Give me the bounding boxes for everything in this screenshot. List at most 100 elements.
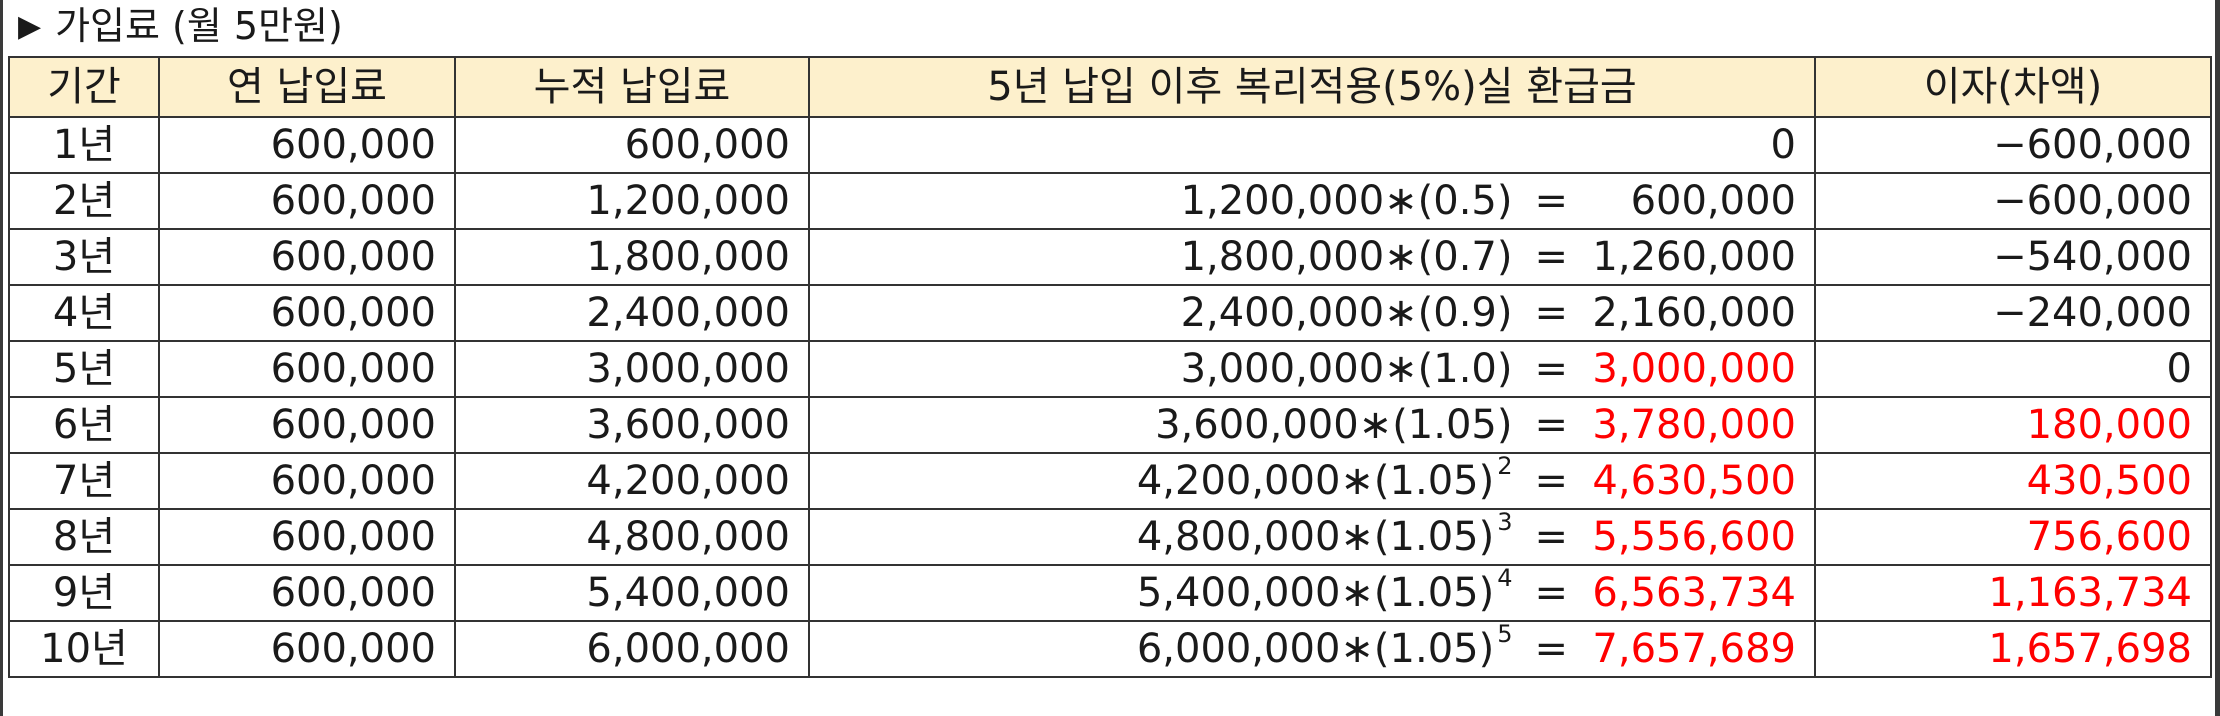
refund-formula: 4,800,000∗(1.05) <box>1136 514 1495 560</box>
equals-sign: = <box>1534 514 1568 560</box>
refund-formula: 6,000,000∗(1.05) <box>1136 626 1495 672</box>
cell-refund: 6,000,000∗(1.05) 5 = 7,657,689 <box>808 620 1816 678</box>
header-cumulative-payment: 누적 납입료 <box>454 56 810 118</box>
refund-calculation: 1,800,000∗(0.7) = 1,260,000 <box>1181 234 1796 280</box>
cell-interest: 756,600 <box>1814 508 2212 566</box>
equals-sign: = <box>1534 290 1568 336</box>
formula-exponent: 5 <box>1497 620 1513 648</box>
cell-refund: 1,800,000∗(0.7) = 1,260,000 <box>808 228 1816 286</box>
cell-cumulative-payment: 5,400,000 <box>454 564 810 622</box>
triangle-bullet-icon: ▶ <box>18 9 42 44</box>
equals-sign: = <box>1534 458 1568 504</box>
cell-refund: 3,600,000∗(1.05) = 3,780,000 <box>808 396 1816 454</box>
table-caption: ▶ 가입료 (월 5만원) <box>18 0 343 56</box>
cell-cumulative-payment: 1,200,000 <box>454 172 810 230</box>
cell-period: 4년 <box>8 284 160 342</box>
frame-edge-left <box>0 0 3 716</box>
refund-amount: 4,630,500 <box>1592 458 1796 504</box>
table-row: 6년 600,000 3,600,000 3,600,000∗(1.05) = 3,780… <box>8 396 2212 454</box>
table-row: 10년 600,000 6,000,000 6,000,000∗(1.05) 5 = 7,6… <box>8 620 2212 678</box>
table-row: 7년 600,000 4,200,000 4,200,000∗(1.05) 2 = 4,63… <box>8 452 2212 510</box>
premium-refund-table: 기간 연 납입료 누적 납입료 5년 납입 이후 복리적용(5%)실 환급금 이… <box>8 56 2212 678</box>
header-annual-payment: 연 납입료 <box>158 56 456 118</box>
refund-amount: 6,563,734 <box>1592 570 1796 616</box>
table-row: 9년 600,000 5,400,000 5,400,000∗(1.05) 4 = 6,56… <box>8 564 2212 622</box>
cell-interest: 180,000 <box>1814 396 2212 454</box>
refund-calculation: 3,600,000∗(1.05) = 3,780,000 <box>1155 402 1796 448</box>
cell-cumulative-payment: 600,000 <box>454 116 810 174</box>
refund-calculation: 4,800,000∗(1.05) 3 = 5,556,600 <box>1136 510 1796 560</box>
table-row: 8년 600,000 4,800,000 4,800,000∗(1.05) 3 = 5,55… <box>8 508 2212 566</box>
refund-formula: 3,600,000∗(1.05) <box>1155 402 1513 448</box>
table-row: 5년 600,000 3,000,000 3,000,000∗(1.0) = 3,000,… <box>8 340 2212 398</box>
cell-refund: 0 <box>808 116 1816 174</box>
cell-period: 5년 <box>8 340 160 398</box>
cell-period: 10년 <box>8 620 160 678</box>
cell-cumulative-payment: 3,600,000 <box>454 396 810 454</box>
refund-calculation: 3,000,000∗(1.0) = 3,000,000 <box>1181 346 1796 392</box>
cell-period: 1년 <box>8 116 160 174</box>
cell-refund: 4,800,000∗(1.05) 3 = 5,556,600 <box>808 508 1816 566</box>
cell-annual-payment: 600,000 <box>158 116 456 174</box>
formula-exponent: 2 <box>1497 452 1513 480</box>
header-period: 기간 <box>8 56 160 118</box>
table-row: 2년 600,000 1,200,000 1,200,000∗(0.5) = 600,00… <box>8 172 2212 230</box>
cell-cumulative-payment: 1,800,000 <box>454 228 810 286</box>
refund-calculation: 0 <box>1586 122 1796 168</box>
equals-sign: = <box>1534 402 1568 448</box>
refund-calculation: 5,400,000∗(1.05) 4 = 6,563,734 <box>1136 566 1796 616</box>
cell-cumulative-payment: 3,000,000 <box>454 340 810 398</box>
cell-annual-payment: 600,000 <box>158 396 456 454</box>
cell-cumulative-payment: 6,000,000 <box>454 620 810 678</box>
refund-amount: 3,780,000 <box>1592 402 1796 448</box>
cell-refund: 4,200,000∗(1.05) 2 = 4,630,500 <box>808 452 1816 510</box>
cell-interest: −240,000 <box>1814 284 2212 342</box>
equals-sign: = <box>1534 178 1568 224</box>
cell-cumulative-payment: 4,200,000 <box>454 452 810 510</box>
cell-refund: 1,200,000∗(0.5) = 600,000 <box>808 172 1816 230</box>
equals-sign: = <box>1534 570 1568 616</box>
cell-period: 7년 <box>8 452 160 510</box>
equals-sign: = <box>1534 234 1568 280</box>
header-interest: 이자(차액) <box>1814 56 2212 118</box>
cell-refund: 3,000,000∗(1.0) = 3,000,000 <box>808 340 1816 398</box>
cell-annual-payment: 600,000 <box>158 340 456 398</box>
refund-amount: 5,556,600 <box>1592 514 1796 560</box>
refund-amount: 7,657,689 <box>1592 626 1796 672</box>
refund-formula: 3,000,000∗(1.0) <box>1180 346 1513 392</box>
table-row: 3년 600,000 1,800,000 1,800,000∗(0.7) = 1,260,… <box>8 228 2212 286</box>
cell-annual-payment: 600,000 <box>158 452 456 510</box>
refund-calculation: 1,200,000∗(0.5) = 600,000 <box>1181 178 1796 224</box>
refund-amount: 0 <box>1770 122 1796 168</box>
refund-calculation: 2,400,000∗(0.9) = 2,160,000 <box>1181 290 1796 336</box>
table-row: 4년 600,000 2,400,000 2,400,000∗(0.9) = 2,160,… <box>8 284 2212 342</box>
equals-sign: = <box>1534 626 1568 672</box>
equals-sign: = <box>1534 346 1568 392</box>
refund-amount: 2,160,000 <box>1592 290 1796 336</box>
cell-interest: 0 <box>1814 340 2212 398</box>
refund-formula: 1,800,000∗(0.7) <box>1180 234 1513 280</box>
refund-calculation: 6,000,000∗(1.05) 5 = 7,657,689 <box>1136 622 1796 672</box>
formula-exponent: 3 <box>1497 508 1513 536</box>
cell-annual-payment: 600,000 <box>158 228 456 286</box>
header-refund: 5년 납입 이후 복리적용(5%)실 환급금 <box>808 56 1816 118</box>
cell-period: 3년 <box>8 228 160 286</box>
cell-annual-payment: 600,000 <box>158 564 456 622</box>
cell-annual-payment: 600,000 <box>158 284 456 342</box>
caption-text: 가입료 (월 5만원) <box>55 4 343 48</box>
refund-formula: 5,400,000∗(1.05) <box>1136 570 1495 616</box>
cell-period: 6년 <box>8 396 160 454</box>
refund-formula: 4,200,000∗(1.05) <box>1136 458 1495 504</box>
cell-cumulative-payment: 4,800,000 <box>454 508 810 566</box>
cell-period: 2년 <box>8 172 160 230</box>
table-body: 1년 600,000 600,000 0 −600,000 2년 600,000 1,200,… <box>8 116 2212 678</box>
cell-interest: 430,500 <box>1814 452 2212 510</box>
table-row: 1년 600,000 600,000 0 −600,000 <box>8 116 2212 174</box>
cell-refund: 5,400,000∗(1.05) 4 = 6,563,734 <box>808 564 1816 622</box>
refund-amount: 3,000,000 <box>1592 346 1796 392</box>
refund-amount: 1,260,000 <box>1592 234 1796 280</box>
cell-interest: 1,657,698 <box>1814 620 2212 678</box>
cell-annual-payment: 600,000 <box>158 620 456 678</box>
cell-interest: −540,000 <box>1814 228 2212 286</box>
cell-interest: −600,000 <box>1814 172 2212 230</box>
